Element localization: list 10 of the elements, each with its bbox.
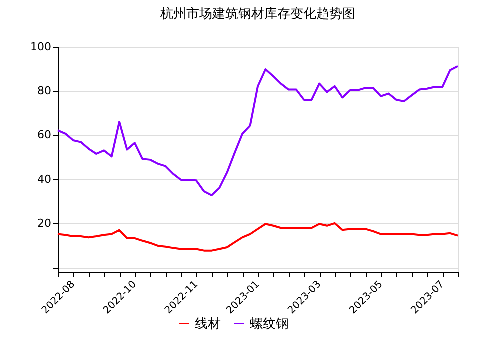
y-tick-label: 100 [30, 40, 52, 54]
line-series [57, 65, 459, 196]
y-tick-label: 40 [38, 172, 52, 186]
y-tick-label: 60 [38, 128, 52, 142]
legend-label: 线材 [195, 316, 221, 332]
chart-title: 杭州市场建筑钢材库存变化趋势图 [160, 7, 356, 22]
y-tick-label: 80 [38, 84, 52, 98]
legend-label: 螺纹钢 [250, 316, 289, 332]
y-tick-label: 20 [38, 216, 52, 230]
line-series [57, 222, 459, 252]
